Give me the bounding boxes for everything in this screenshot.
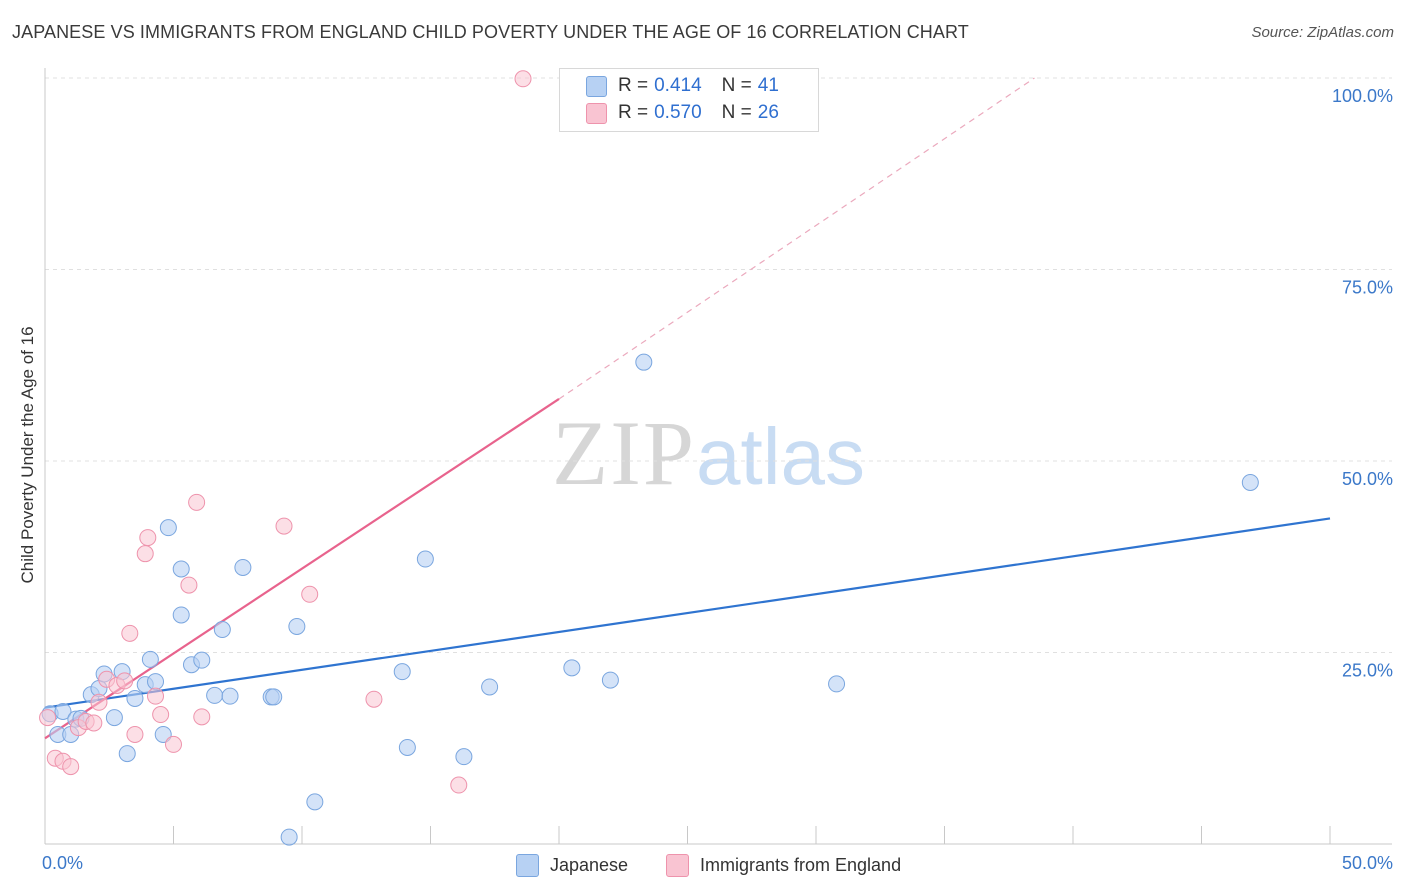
point-england bbox=[275, 517, 293, 535]
trend-layer bbox=[44, 77, 1331, 740]
watermark: ZIPatlas bbox=[552, 400, 865, 506]
point-japanese bbox=[126, 689, 144, 707]
point-japanese bbox=[481, 678, 499, 696]
r-label: R = bbox=[618, 102, 649, 123]
point-england bbox=[126, 725, 144, 743]
point-japanese bbox=[159, 519, 177, 537]
point-england bbox=[193, 708, 211, 726]
r-value: 0.570 bbox=[654, 102, 702, 123]
y-tick-label: 25.0% bbox=[1342, 661, 1393, 681]
england-legend-swatch bbox=[666, 853, 689, 877]
point-japanese bbox=[147, 673, 165, 691]
point-japanese bbox=[393, 663, 411, 681]
legend-row-england: R = 0.570 N = 26 bbox=[586, 100, 779, 126]
n-label: N = bbox=[721, 102, 752, 123]
point-england bbox=[165, 735, 182, 753]
point-japanese bbox=[280, 828, 298, 846]
point-japanese bbox=[234, 558, 252, 576]
point-england bbox=[188, 493, 206, 511]
point-japanese bbox=[601, 671, 619, 689]
point-england bbox=[450, 776, 468, 794]
point-japanese bbox=[265, 688, 283, 706]
chart-title: JAPANESE VS IMMIGRANTS FROM ENGLAND CHIL… bbox=[12, 22, 969, 42]
point-japanese bbox=[118, 745, 136, 763]
n-label: N = bbox=[721, 75, 752, 96]
point-japanese bbox=[54, 702, 72, 720]
point-japanese bbox=[828, 675, 846, 693]
tick-label-layer: 25.0% 50.0% 75.0% 100.0% 0.0% 50.0% bbox=[42, 86, 1393, 873]
point-japanese bbox=[105, 709, 123, 727]
japanese-legend-swatch bbox=[516, 853, 539, 877]
point-england bbox=[152, 706, 170, 724]
point-layer bbox=[39, 70, 1259, 846]
source-label: Source: ZipAtlas.com bbox=[1251, 24, 1394, 41]
point-england bbox=[365, 690, 383, 708]
point-england bbox=[301, 585, 319, 603]
y-tick-label: 100.0% bbox=[1332, 86, 1393, 106]
point-japanese bbox=[172, 606, 190, 624]
trendline-england-extension bbox=[558, 77, 1035, 400]
watermark-zip: ZIP bbox=[552, 402, 696, 504]
x-tick-label: 0.0% bbox=[42, 853, 83, 873]
point-japanese bbox=[206, 686, 224, 704]
n-value: 41 bbox=[757, 75, 779, 96]
point-japanese bbox=[221, 687, 239, 705]
point-japanese bbox=[1241, 473, 1259, 491]
point-england bbox=[62, 758, 80, 776]
y-tick-label: 50.0% bbox=[1342, 469, 1393, 489]
point-japanese bbox=[398, 738, 416, 756]
r-value: 0.414 bbox=[654, 75, 702, 96]
point-england bbox=[85, 714, 103, 732]
point-england bbox=[514, 70, 532, 88]
point-japanese bbox=[306, 793, 324, 811]
point-england bbox=[139, 529, 157, 547]
point-england bbox=[121, 624, 139, 642]
correlation-legend: R = 0.414 N = 41 R = 0.570 N = 26 bbox=[559, 68, 819, 132]
axis-layer bbox=[44, 68, 1392, 845]
y-tick-label: 75.0% bbox=[1342, 278, 1393, 298]
point-england bbox=[90, 693, 108, 711]
point-japanese bbox=[288, 617, 306, 635]
legend-label-england: Immigrants from England bbox=[700, 854, 902, 875]
watermark-atlas: atlas bbox=[696, 412, 865, 501]
point-japanese bbox=[193, 651, 211, 669]
trendline-japanese bbox=[44, 517, 1331, 709]
point-england bbox=[116, 672, 134, 690]
point-japanese bbox=[213, 621, 231, 639]
point-england bbox=[180, 576, 198, 594]
point-japanese bbox=[141, 650, 159, 668]
point-england bbox=[147, 687, 165, 705]
point-japanese bbox=[563, 659, 581, 677]
point-japanese bbox=[154, 725, 172, 743]
point-england bbox=[136, 545, 154, 563]
point-japanese bbox=[416, 550, 434, 568]
point-japanese bbox=[455, 748, 473, 766]
england-swatch bbox=[586, 103, 607, 124]
point-japanese bbox=[635, 353, 653, 371]
legend-item-japanese: Japanese bbox=[516, 852, 628, 878]
r-label: R = bbox=[618, 75, 649, 96]
legend-item-england: Immigrants from England bbox=[666, 852, 901, 878]
n-value: 26 bbox=[757, 102, 779, 123]
legend-label-japanese: Japanese bbox=[550, 854, 629, 875]
point-england bbox=[39, 709, 57, 727]
legend-row-japanese: R = 0.414 N = 41 bbox=[586, 73, 779, 99]
point-japanese bbox=[172, 560, 190, 578]
x-tick-label: 50.0% bbox=[1342, 853, 1393, 873]
japanese-swatch bbox=[586, 76, 607, 97]
